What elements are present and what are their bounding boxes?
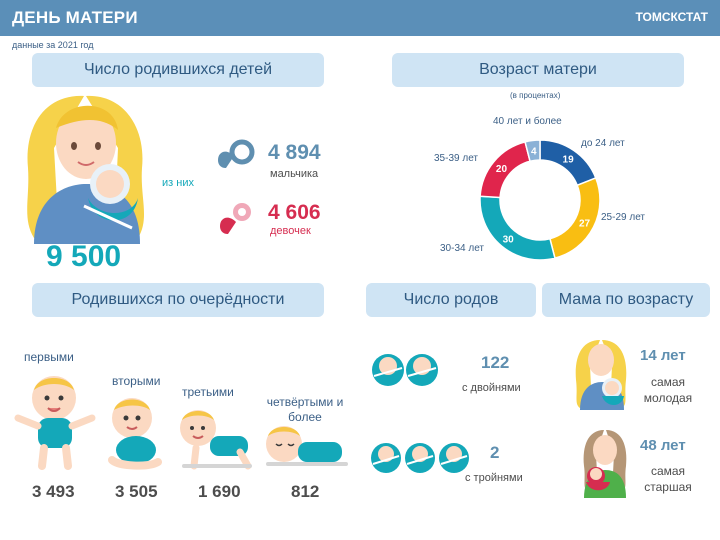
births-total: 9 500: [46, 240, 122, 273]
boys-label: мальчика: [270, 168, 319, 180]
order-label-fourth: четвёртыми и более: [266, 395, 344, 424]
young-mother-illustration: [575, 340, 627, 410]
age-donut-chart: 19 27 30 20 4: [479, 139, 601, 261]
donut-slice-40-plus: [524, 139, 541, 163]
data-period: данные за 2021 год: [12, 40, 94, 50]
sitting-baby-illustration: [108, 398, 162, 470]
older-mother-illustration: [583, 430, 627, 498]
crawling-baby-illustration: [180, 410, 252, 470]
standing-baby-illustration: [14, 376, 96, 470]
age-label-30-34: 30-34 лет: [440, 243, 484, 254]
donut-value-25-29: 27: [579, 219, 591, 230]
percent-note: (в процентах): [510, 91, 561, 100]
order-value-third: 1 690: [198, 482, 241, 501]
donut-value-30-34: 30: [503, 235, 515, 246]
lying-baby-illustration: [266, 426, 348, 466]
order-value-second: 3 505: [115, 482, 158, 501]
oldest-age: 48 лет: [640, 437, 686, 454]
mother-with-baby-illustration: [27, 95, 145, 244]
twins-icon: [372, 354, 438, 386]
order-value-fourth: 812: [291, 482, 320, 501]
boys-count: 4 894: [268, 141, 321, 164]
organization-name: ТОМСКСТАТ: [635, 10, 708, 24]
donut-slice-30-34: [479, 195, 556, 261]
order-value-first: 3 493: [32, 482, 75, 501]
page-title: ДЕНЬ МАТЕРИ: [12, 8, 138, 27]
age-label-40-plus: 40 лет и более: [493, 116, 562, 127]
of-them-label: из них: [162, 177, 194, 189]
mom-age-title: Мама по возрасту: [542, 283, 710, 317]
age-label-25-29: 25-29 лет: [601, 212, 645, 223]
twins-count: 122: [481, 353, 510, 372]
donut-value-40-plus: 4: [531, 146, 537, 157]
girls-count: 4 606: [268, 201, 321, 224]
youngest-label: самая молодая: [643, 375, 693, 405]
header-bar: [0, 0, 720, 36]
girls-label: девочек: [270, 225, 311, 237]
triplets-count: 2: [490, 443, 500, 462]
age-label-35-39: 35-39 лет: [434, 153, 478, 164]
donut-slice-25-29: [549, 176, 601, 260]
oldest-label: самая старшая: [644, 464, 692, 494]
blue-pacifier-icon: [218, 139, 255, 168]
order-label-second: вторыми: [112, 374, 161, 388]
triplets-label: с тройнями: [465, 472, 523, 484]
donut-value-under-24: 19: [563, 155, 575, 166]
donut-value-35-39: 20: [496, 164, 508, 175]
births-title: Число родившихся детей: [32, 53, 324, 87]
order-label-third: третьими: [182, 385, 234, 399]
deliveries-title: Число родов: [366, 283, 536, 317]
birth-order-title: Родившихся по очерёдности: [32, 283, 324, 317]
twins-label: с двойнями: [462, 382, 521, 394]
age-label-under-24: до 24 лет: [581, 138, 625, 149]
mother-age-title: Возраст матери: [392, 53, 684, 87]
triplets-icon: [371, 443, 469, 473]
red-pacifier-icon: [220, 203, 251, 234]
order-label-first: первыми: [24, 350, 74, 364]
youngest-age: 14 лет: [640, 347, 686, 364]
